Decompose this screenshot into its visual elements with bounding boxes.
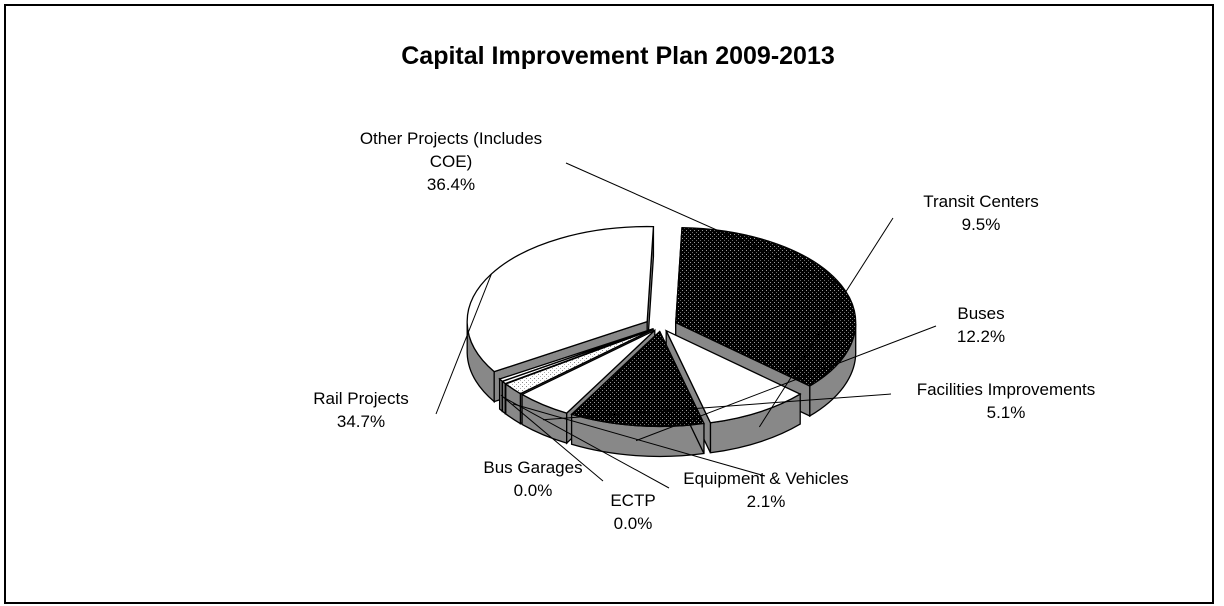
slice-label-rail-projects: Rail Projects 34.7% xyxy=(313,389,408,431)
slice-name-rail-projects: Rail Projects xyxy=(313,389,408,408)
slice-name-equipment-and-vehicles: Equipment & Vehicles xyxy=(683,469,848,488)
slice-value-transit-centers: 9.5% xyxy=(962,215,1001,234)
slice-label-transit-centers: Transit Centers 9.5% xyxy=(923,192,1039,234)
slice-buses xyxy=(570,330,705,428)
slice-rail-projects xyxy=(466,225,655,373)
slice-bus-garages xyxy=(498,328,653,383)
slice-label-buses: Buses 12.2% xyxy=(957,304,1005,346)
slice-transit-centers xyxy=(664,329,802,424)
slice-name-transit-centers: Transit Centers xyxy=(923,192,1039,211)
slice-value-facilities-improvements: 5.1% xyxy=(987,403,1026,422)
slice-label-other-projects-includes-coe: Other Projects (Includes COE) 36.4% xyxy=(360,129,542,194)
slice-value-buses: 12.2% xyxy=(957,327,1005,346)
slice-value-other-projects-includes-coe: 36.4% xyxy=(427,175,475,194)
slice-value-rail-projects: 34.7% xyxy=(337,412,385,431)
chart-title: Capital Improvement Plan 2009-2013 xyxy=(401,42,835,70)
slice-name-facilities-improvements: Facilities Improvements xyxy=(917,380,1096,399)
slice-label-facilities-improvements: Facilities Improvements 5.1% xyxy=(917,380,1096,422)
slice-value-ectp: 0.0% xyxy=(614,514,653,533)
leader-line-equipment-and-vehicles xyxy=(512,403,766,477)
slice-name-buses: Buses xyxy=(957,304,1004,323)
leader-line-buses xyxy=(635,325,937,442)
slice-value-equipment-and-vehicles: 2.1% xyxy=(747,492,786,511)
slice-label-ectp: ECTP 0.0% xyxy=(610,491,655,533)
slice-name-other-projects-includes-coe: COE) xyxy=(430,152,473,171)
pie-chart: Capital Improvement Plan 2009-2013 Other… xyxy=(313,42,1096,533)
slice-name-other-projects-includes-coe: Other Projects (Includes xyxy=(360,129,542,148)
slice-value-bus-garages: 0.0% xyxy=(514,481,553,500)
leader-line-ectp xyxy=(503,397,670,489)
leader-line-bus-garages xyxy=(500,394,604,482)
slice-facilities-improvements xyxy=(520,329,656,414)
leader-line-facilities-improvements xyxy=(542,393,892,421)
slice-name-bus-garages: Bus Garages xyxy=(483,458,582,477)
chart-frame: Capital Improvement Plan 2009-2013 Other… xyxy=(4,4,1214,604)
leader-line-rail-projects xyxy=(435,273,492,415)
leader-line-other-projects-includes-coe xyxy=(565,162,842,286)
leader-line-transit-centers xyxy=(758,217,894,428)
slice-name-ectp: ECTP xyxy=(610,491,655,510)
slice-label-bus-garages: Bus Garages 0.0% xyxy=(483,458,582,500)
slice-label-equipment-and-vehicles: Equipment & Vehicles 2.1% xyxy=(683,469,848,511)
